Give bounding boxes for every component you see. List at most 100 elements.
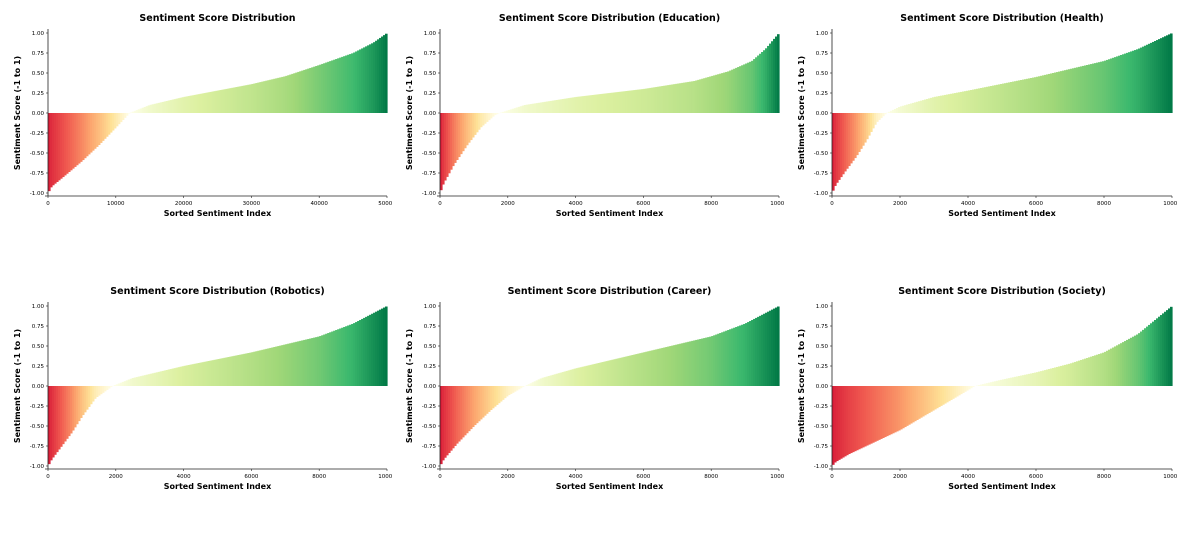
- y-tick-label: 0.75: [816, 51, 829, 57]
- x-tick-label: 8000: [1097, 474, 1111, 480]
- chart-panel-robotics: Sentiment Score Distribution (Robotics)-…: [0, 273, 392, 546]
- area-strip: [110, 386, 113, 387]
- chart-panel-overall: Sentiment Score Distribution -1.00 -0.75 -0…: [0, 0, 392, 273]
- x-tick-label: 40000: [310, 201, 328, 207]
- y-tick-label: -0.50: [814, 151, 829, 157]
- sentiment-area: [832, 33, 1173, 190]
- y-tick-label: -0.25: [30, 404, 45, 410]
- chart-panel-education: Sentiment Score Distribution (Education)…: [392, 0, 784, 273]
- x-axis-label: Sorted Sentiment Index: [948, 482, 1056, 491]
- x-tick-label: 2000: [893, 201, 907, 207]
- x-tick-label: 2000: [893, 474, 907, 480]
- y-tick-label: -0.25: [814, 131, 829, 137]
- y-tick-label: -0.50: [30, 151, 45, 157]
- y-tick-label: 0.50: [816, 344, 829, 350]
- chart-title: Sentiment Score Distribution (Career): [508, 286, 712, 297]
- y-tick-label: -0.75: [30, 444, 45, 450]
- x-tick-label: 2000: [501, 474, 515, 480]
- x-tick-label: 6000: [244, 474, 258, 480]
- y-tick-label: 0.00: [424, 384, 437, 390]
- x-tick-label: 10000: [107, 201, 125, 207]
- y-axis-label: Sentiment Score (-1 to 1): [797, 56, 806, 170]
- y-tick-label: -0.75: [422, 171, 437, 177]
- y-tick-label: -0.75: [422, 444, 437, 450]
- x-axis-label: Sorted Sentiment Index: [164, 482, 272, 491]
- x-tick-label: 0: [438, 201, 442, 207]
- sentiment-area: [440, 307, 780, 465]
- x-tick-label: 10000: [378, 474, 392, 480]
- x-tick-label: 4000: [961, 474, 975, 480]
- x-tick-label: 6000: [636, 474, 650, 480]
- x-tick-label: 0: [46, 201, 50, 207]
- y-tick-label: -1.00: [30, 191, 45, 197]
- area-strip: [385, 307, 388, 386]
- y-tick-label: 1.00: [816, 31, 829, 37]
- x-tick-label: 0: [438, 474, 442, 480]
- y-tick-label: 0.75: [816, 324, 829, 330]
- chart-title: Sentiment Score Distribution: [139, 13, 295, 24]
- area-strip: [1170, 307, 1173, 386]
- x-tick-label: 8000: [1097, 201, 1111, 207]
- y-tick-label: 0.50: [424, 71, 437, 77]
- y-tick-label: 0.25: [32, 91, 45, 97]
- chart-svg: Sentiment Score Distribution (Career) -1.…: [392, 273, 784, 546]
- chart-title: Sentiment Score Distribution (Education): [499, 13, 720, 24]
- x-axis-label: Sorted Sentiment Index: [556, 482, 664, 491]
- y-tick-label: 0.00: [32, 111, 45, 117]
- y-tick-label: -0.50: [422, 424, 437, 430]
- y-axis-label: Sentiment Score (-1 to 1): [797, 329, 806, 443]
- area-strip: [385, 34, 388, 113]
- y-tick-label: -0.50: [422, 151, 437, 157]
- area-strip: [522, 386, 525, 387]
- area-strip: [1170, 33, 1173, 113]
- y-tick-label: -1.00: [422, 464, 437, 470]
- y-tick-label: 1.00: [816, 304, 829, 310]
- y-tick-label: 1.00: [424, 304, 437, 310]
- y-tick-label: -0.75: [814, 444, 829, 450]
- x-tick-label: 0: [46, 474, 50, 480]
- y-tick-label: 0.00: [32, 384, 45, 390]
- sentiment-area: [832, 307, 1173, 465]
- chart-panel-career: Sentiment Score Distribution (Career) -1.…: [392, 273, 784, 546]
- y-tick-label: -0.75: [30, 171, 45, 177]
- y-tick-label: 0.00: [816, 111, 829, 117]
- x-axis-label: Sorted Sentiment Index: [556, 209, 664, 218]
- y-tick-label: 0.25: [424, 91, 437, 97]
- area-strip: [884, 113, 887, 114]
- y-tick-label: 1.00: [32, 31, 45, 37]
- x-tick-label: 4000: [961, 201, 975, 207]
- y-tick-label: 0.75: [32, 324, 45, 330]
- x-tick-label: 10000: [770, 474, 784, 480]
- chart-svg: Sentiment Score Distribution (Health)-1.…: [784, 0, 1177, 273]
- x-tick-label: 8000: [704, 201, 718, 207]
- sentiment-area: [48, 307, 388, 465]
- chart-svg: Sentiment Score Distribution (Society)-1…: [784, 273, 1177, 546]
- chart-panel-society: Sentiment Score Distribution (Society)-1…: [784, 273, 1177, 546]
- x-tick-label: 0: [830, 201, 834, 207]
- x-tick-label: 50000: [378, 201, 392, 207]
- x-tick-label: 4000: [569, 474, 583, 480]
- area-strip: [777, 307, 780, 386]
- x-tick-label: 8000: [704, 474, 718, 480]
- y-axis-label: Sentiment Score (-1 to 1): [13, 329, 22, 443]
- chart-title: Sentiment Score Distribution (Health): [900, 13, 1104, 24]
- y-tick-label: 1.00: [32, 304, 45, 310]
- x-tick-label: 2000: [109, 474, 123, 480]
- x-axis-label: Sorted Sentiment Index: [948, 209, 1056, 218]
- x-tick-label: 8000: [312, 474, 326, 480]
- chart-title: Sentiment Score Distribution (Society): [898, 286, 1106, 297]
- y-tick-label: -0.50: [814, 424, 829, 430]
- x-tick-label: 0: [830, 474, 834, 480]
- y-tick-label: 0.75: [32, 51, 45, 57]
- y-tick-label: -1.00: [30, 464, 45, 470]
- y-tick-label: 0.50: [424, 344, 437, 350]
- area-strip: [777, 34, 780, 113]
- area-strip: [128, 113, 131, 114]
- x-tick-label: 2000: [501, 201, 515, 207]
- y-tick-label: 0.25: [424, 364, 437, 370]
- y-tick-label: 0.25: [816, 91, 829, 97]
- chart-svg: Sentiment Score Distribution (Robotics)-…: [0, 273, 392, 546]
- sentiment-area: [440, 34, 780, 190]
- x-tick-label: 10000: [1163, 474, 1177, 480]
- y-tick-label: -0.25: [422, 404, 437, 410]
